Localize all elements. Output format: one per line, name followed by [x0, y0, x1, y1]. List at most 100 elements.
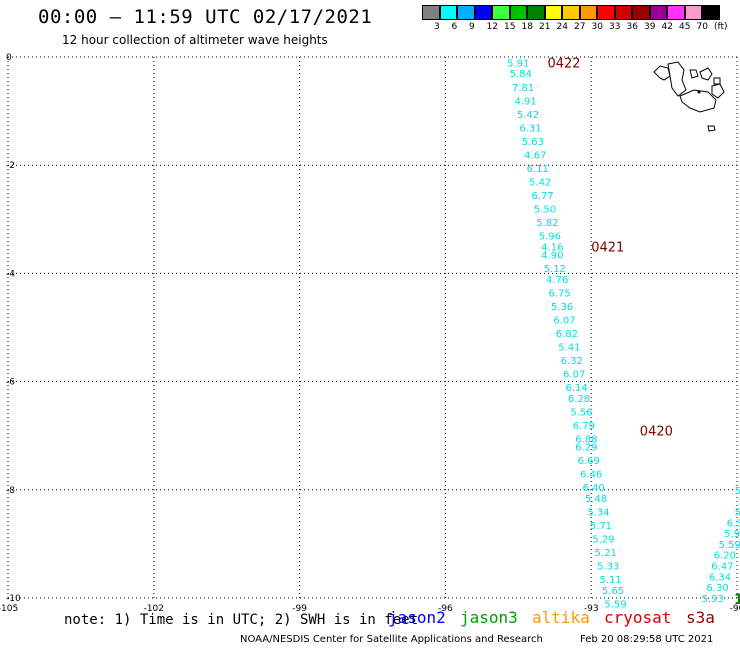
- legend-label: 70: [696, 22, 708, 32]
- wave-height-label: 5.42: [529, 177, 551, 188]
- x-tick-label: -99: [292, 604, 307, 614]
- legend-label: 21: [539, 22, 551, 32]
- satellite-label-jason2: jason2: [388, 608, 446, 627]
- legend-label: 24: [556, 22, 568, 32]
- wave-height-label: 5.59: [719, 540, 740, 551]
- legend-label: 18: [521, 22, 533, 32]
- wave-height-label: 4.90: [541, 250, 563, 261]
- wave-height-label: 5.33: [597, 562, 619, 573]
- legend-swatch: [492, 5, 510, 20]
- legend-label: 15: [504, 22, 516, 32]
- y-tick-label: -10: [6, 594, 21, 604]
- wave-height-label: 6.07: [553, 315, 575, 326]
- wave-height-label: 5.36: [551, 302, 573, 313]
- island-outline: [653, 65, 671, 81]
- legend-label: 45: [679, 22, 691, 32]
- wave-height-label: 5.21: [595, 548, 617, 559]
- island-dot: [697, 90, 701, 94]
- wave-height-label: 6.40: [582, 483, 604, 494]
- wave-height-label: 5.41: [558, 342, 580, 353]
- wave-height-label: 5.9: [724, 529, 740, 540]
- note-text: note: 1) Time is in UTC; 2) SWH is in fe…: [64, 612, 419, 628]
- wave-height-label: 5.56: [570, 407, 592, 418]
- legend-swatch: [667, 5, 685, 20]
- legend-swatch: [527, 5, 545, 20]
- island-outline: [667, 61, 687, 97]
- wave-height-label: 5.63: [522, 137, 544, 148]
- wave-height-label: 6.47: [711, 562, 733, 573]
- legend-swatch: [632, 5, 650, 20]
- wave-height-label: 5.65: [602, 586, 624, 597]
- footer-credit: NOAA/NESDIS Center for Satellite Applica…: [240, 634, 543, 645]
- wave-height-label: 6.88: [575, 434, 597, 445]
- x-tick-label: -90: [730, 604, 740, 614]
- wave-height-label: 6.32: [561, 356, 583, 367]
- wave-height-label: 5.: [735, 507, 740, 518]
- page-subtitle: 12 hour collection of altimeter wave hei…: [62, 33, 328, 47]
- pass-time-label: 0422: [547, 56, 580, 71]
- x-tick-label: -96: [438, 604, 453, 614]
- y-tick-label: -2: [6, 161, 15, 171]
- wave-height-label: 5.71: [590, 521, 612, 532]
- wave-height-label: 5.29: [592, 534, 614, 545]
- wave-height-label: 7.81: [512, 83, 534, 94]
- wave-height-label: 6.28: [568, 394, 590, 405]
- wave-height-label: 6.30: [706, 583, 728, 594]
- wave-height-label: 5.34: [587, 507, 609, 518]
- wave-height-label: 6.31: [519, 123, 541, 134]
- satellite-label-jason3: jason3: [460, 608, 518, 627]
- legend-swatch: [439, 5, 457, 20]
- wave-height-label: 6.69: [578, 456, 600, 467]
- wave-height-label: 6.34: [709, 572, 731, 583]
- wave-height-label: 5.50: [534, 204, 556, 215]
- wave-height-label: 5.82: [536, 218, 558, 229]
- y-tick-label: 0: [6, 53, 12, 63]
- pass-time-label: 0420: [640, 424, 673, 439]
- x-tick-label: -93: [584, 604, 599, 614]
- wave-height-label: 4.16: [541, 242, 563, 253]
- satellite-label-altika: altika: [532, 608, 590, 627]
- island-outline: [689, 69, 699, 79]
- island-outline: [711, 83, 725, 99]
- wave-height-label: 5.93: [702, 594, 724, 605]
- wave-height-label: 5.11: [600, 575, 622, 586]
- wave-height-label: 6.75: [548, 288, 570, 299]
- wave-height-label: 5.91: [507, 58, 529, 69]
- legend-swatch: [597, 5, 615, 20]
- color-legend: [422, 5, 720, 20]
- wave-height-label: 6.77: [531, 191, 553, 202]
- wave-height-label: 5.12: [544, 264, 566, 275]
- legend-label: 27: [574, 22, 586, 32]
- y-tick-label: -8: [6, 486, 15, 496]
- wave-height-label: 5.42: [517, 110, 539, 121]
- wave-height-label: 6.3: [727, 518, 740, 529]
- wave-height-label: 4.67: [524, 150, 546, 161]
- wave-height-label: 5.84: [510, 69, 532, 80]
- wave-height-label: 5.48: [585, 494, 607, 505]
- legend-label: 12: [486, 22, 498, 32]
- y-tick-label: -4: [6, 269, 15, 279]
- wave-height-label: 5: [739, 497, 740, 508]
- legend-swatch: [509, 5, 527, 20]
- legend-label: 33: [609, 22, 621, 32]
- wave-height-label: 6.82: [556, 329, 578, 340]
- x-tick-label: -105: [0, 604, 18, 614]
- island-outline: [707, 125, 716, 132]
- corner-mark: 1: [734, 592, 740, 608]
- legend-swatch: [422, 5, 440, 20]
- satellite-label-s3a: s3a: [686, 608, 715, 627]
- x-tick-label: -102: [144, 604, 164, 614]
- wave-height-label: 6.46: [580, 470, 602, 481]
- legend-swatch: [474, 5, 492, 20]
- legend-label: 6: [451, 22, 458, 32]
- legend-swatch: [684, 5, 702, 20]
- legend-swatch: [649, 5, 667, 20]
- y-tick-label: -6: [6, 378, 15, 388]
- wave-height-label: 4.76: [546, 275, 568, 286]
- page-title: 00:00 – 11:59 UTC 02/17/2021: [38, 6, 373, 28]
- legend-label: 30: [591, 22, 603, 32]
- legend-label: 3: [434, 22, 440, 32]
- legend-swatch: [702, 5, 720, 20]
- legend-label: 9: [469, 22, 475, 32]
